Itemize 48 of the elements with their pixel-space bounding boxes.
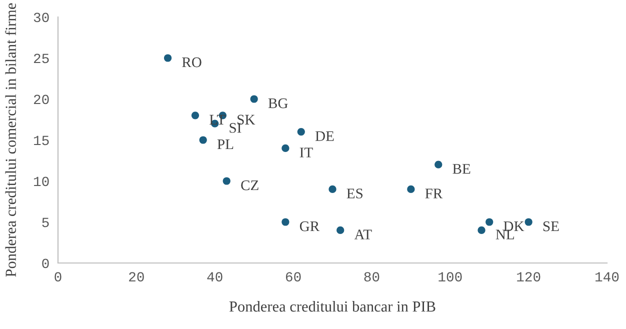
y-tick-label: 10 <box>34 176 49 186</box>
annotation: SE <box>543 221 559 232</box>
y-tick-label: 5 <box>42 218 49 228</box>
annotation: SK <box>238 114 256 125</box>
y-tick-label: 0 <box>42 258 49 268</box>
point <box>297 128 305 136</box>
annotation: PL <box>217 140 234 150</box>
annotation: BE <box>452 164 470 174</box>
point <box>199 136 207 144</box>
point <box>191 112 200 120</box>
x-tick-label: 20 <box>129 272 144 282</box>
x-tick-label: 0 <box>54 272 62 282</box>
x-tick-label: 40 <box>207 272 222 282</box>
point <box>328 185 336 194</box>
x-tick-label: 80 <box>364 272 380 282</box>
annotation: ES <box>346 188 363 198</box>
point <box>486 218 494 226</box>
annotation: SI <box>230 123 242 133</box>
x-tick-label: 100 <box>438 272 462 282</box>
point <box>434 160 442 168</box>
annotation: AT <box>354 230 372 240</box>
y-axis-title: Ponderea creditului comercial in bilant firme <box>5 3 16 277</box>
y-tick-label: 20 <box>34 94 49 104</box>
y-tick-label: 25 <box>34 54 49 64</box>
point <box>407 185 415 194</box>
y-tick-label: 30 <box>34 12 49 22</box>
annotation: NL <box>496 230 514 240</box>
x-tick-label: 120 <box>517 272 540 282</box>
point <box>222 177 230 185</box>
x-tick-label: 140 <box>596 272 619 282</box>
y-tick-label: 15 <box>34 136 49 146</box>
point <box>478 226 486 234</box>
annotation: BG <box>268 98 288 108</box>
annotation: DK <box>504 222 524 232</box>
point <box>282 218 290 226</box>
annotation: CZ <box>241 180 258 190</box>
annotation: GR <box>300 221 320 232</box>
point <box>282 144 290 152</box>
point <box>164 54 172 62</box>
x-tick-label: 60 <box>286 272 301 282</box>
annotation: IT <box>300 148 313 158</box>
annotation: FR <box>425 188 443 198</box>
x-axis-title: Ponderea creditului bancar in PIB <box>229 300 436 312</box>
point <box>524 218 532 226</box>
point <box>250 95 258 103</box>
annotation: DE <box>315 131 334 141</box>
annotation: RO <box>182 57 202 68</box>
point <box>336 226 344 234</box>
